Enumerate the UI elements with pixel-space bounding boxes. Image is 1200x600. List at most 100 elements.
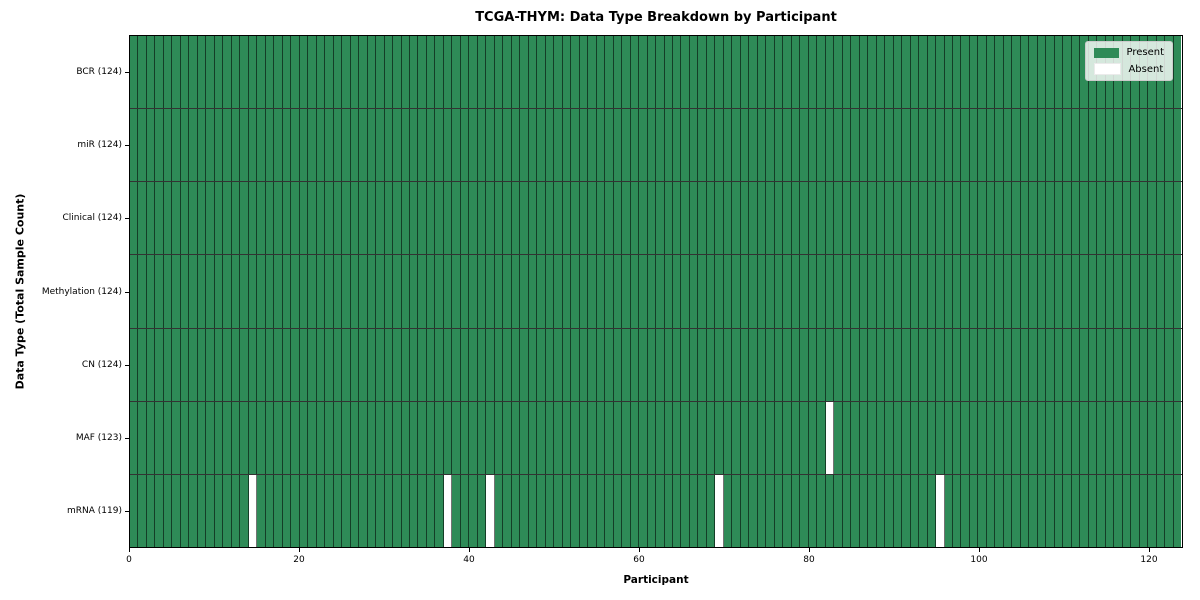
heatmap-cell [486, 109, 495, 182]
heatmap-cell [409, 401, 419, 474]
heatmap-cell [265, 255, 275, 328]
heatmap-cell [325, 401, 334, 474]
heatmap-cell [350, 182, 360, 255]
heatmap-cell [715, 255, 724, 328]
heatmap-cell [791, 255, 801, 328]
y-tick-label: CN (124) [81, 359, 122, 370]
heatmap-cell [1020, 401, 1030, 474]
heatmap-cell [995, 182, 1004, 255]
y-tick-mark [125, 511, 129, 512]
heatmap-cell [673, 255, 682, 328]
heatmap-cell [919, 36, 928, 109]
heatmap-cell [961, 474, 970, 547]
heatmap-cell [460, 109, 470, 182]
heatmap-cell [231, 182, 241, 255]
heatmap-cell [1012, 109, 1021, 182]
heatmap-cell [596, 109, 606, 182]
heatmap-cell [571, 36, 580, 109]
heatmap-cell [231, 36, 241, 109]
heatmap-cell [1003, 109, 1013, 182]
heatmap-cell [571, 182, 580, 255]
heatmap-cell [376, 109, 385, 182]
heatmap-cell [1139, 401, 1149, 474]
heatmap-cell [808, 328, 818, 401]
heatmap-cell [995, 474, 1004, 547]
heatmap-cell [630, 182, 640, 255]
heatmap-cell [1131, 255, 1140, 328]
heatmap-cell [299, 182, 309, 255]
plot-area: Present Absent [129, 35, 1183, 548]
heatmap-cell [800, 255, 809, 328]
heatmap-cell [1114, 401, 1123, 474]
heatmap-cell [401, 36, 410, 109]
heatmap-cell [342, 109, 351, 182]
heatmap-cell [308, 182, 317, 255]
heatmap-cell [206, 36, 215, 109]
heatmap-cell [851, 474, 860, 547]
heatmap-cell [477, 36, 487, 109]
heatmap-cell [766, 401, 775, 474]
heatmap-cell [732, 182, 741, 255]
heatmap-cell [969, 401, 979, 474]
heatmap-cell [1088, 182, 1098, 255]
heatmap-cell [664, 474, 673, 547]
heatmap-cell [333, 255, 343, 328]
heatmap-cell [876, 109, 886, 182]
heatmap-cell [596, 182, 606, 255]
heatmap-cell [936, 182, 945, 255]
heatmap-cell [138, 401, 147, 474]
heatmap-cell [664, 328, 673, 401]
heatmap-cell [562, 474, 572, 547]
heatmap-cell [409, 182, 419, 255]
heatmap-cell [647, 328, 657, 401]
heatmap-cell [927, 474, 937, 547]
heatmap-cell [757, 474, 767, 547]
x-tick-label: 20 [293, 555, 305, 565]
heatmap-cell [1139, 182, 1149, 255]
heatmap-cell [223, 109, 232, 182]
heatmap-cell [1105, 401, 1115, 474]
heatmap-cell [469, 182, 478, 255]
heatmap-cell [418, 328, 427, 401]
x-tick-mark [299, 548, 300, 552]
heatmap-cell [842, 328, 852, 401]
heatmap-cell [1003, 182, 1013, 255]
heatmap-cell [1156, 328, 1166, 401]
heatmap-cell [673, 474, 682, 547]
heatmap-cell [927, 328, 937, 401]
heatmap-cell [1046, 109, 1055, 182]
heatmap-cell [359, 328, 368, 401]
heatmap-cell [588, 328, 597, 401]
legend-label-present: Present [1126, 47, 1164, 58]
heatmap-cell [757, 182, 767, 255]
heatmap-cell [995, 328, 1004, 401]
heatmap-cell [868, 182, 877, 255]
heatmap-cell [639, 328, 648, 401]
y-tick-label: mRNA (119) [67, 506, 122, 517]
heatmap-cell [1122, 109, 1132, 182]
heatmap-cell [723, 474, 733, 547]
heatmap-cell [919, 255, 928, 328]
heatmap-cell [749, 36, 758, 109]
heatmap-cell [197, 401, 207, 474]
heatmap-cell [384, 182, 394, 255]
heatmap-cell [952, 182, 962, 255]
heatmap-cell [656, 36, 665, 109]
heatmap-cell [952, 109, 962, 182]
heatmap-cell [503, 328, 512, 401]
heatmap-cell [944, 109, 953, 182]
heatmap-cell [605, 182, 614, 255]
heatmap-cell [265, 474, 275, 547]
heatmap-cell [155, 36, 164, 109]
heatmap-cell [299, 255, 309, 328]
heatmap-cell [486, 36, 495, 109]
heatmap-cell [384, 36, 394, 109]
heatmap-cell [927, 109, 937, 182]
heatmap-cell [409, 109, 419, 182]
heatmap-cell [579, 182, 589, 255]
heatmap-cell [452, 328, 461, 401]
heatmap-cell [757, 328, 767, 401]
heatmap-cell [834, 401, 843, 474]
heatmap-cell [138, 109, 147, 182]
heatmap-cell [494, 474, 504, 547]
